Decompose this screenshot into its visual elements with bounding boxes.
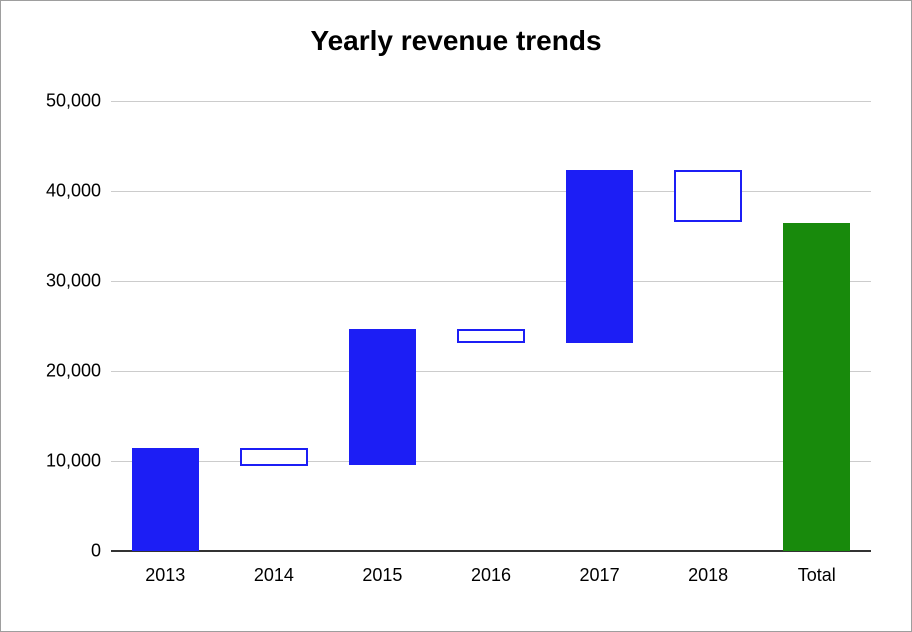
bar-2017	[566, 170, 633, 343]
gridline	[111, 461, 871, 462]
y-tick-label: 20,000	[46, 361, 101, 382]
gridline	[111, 101, 871, 102]
gridline	[111, 281, 871, 282]
y-tick-label: 10,000	[46, 451, 101, 472]
chart-frame: Yearly revenue trends 010,00020,00030,00…	[0, 0, 912, 632]
bar-2016	[457, 329, 524, 343]
bar-2013	[132, 448, 199, 552]
x-tick-label: 2018	[688, 565, 728, 586]
x-tick-label: 2015	[362, 565, 402, 586]
x-tick-label: 2016	[471, 565, 511, 586]
y-tick-label: 0	[91, 541, 101, 562]
bar-2018	[674, 170, 741, 222]
gridline	[111, 371, 871, 372]
gridline	[111, 191, 871, 192]
x-tick-label: 2013	[145, 565, 185, 586]
x-axis-baseline	[111, 550, 871, 552]
bar-2015	[349, 329, 416, 466]
y-tick-label: 50,000	[46, 91, 101, 112]
y-tick-label: 40,000	[46, 181, 101, 202]
chart-title: Yearly revenue trends	[1, 25, 911, 57]
x-tick-label: Total	[798, 565, 836, 586]
x-tick-label: 2014	[254, 565, 294, 586]
x-tick-label: 2017	[580, 565, 620, 586]
y-tick-label: 30,000	[46, 271, 101, 292]
bar-total	[783, 223, 850, 552]
bar-2014	[240, 448, 307, 466]
plot-area: 010,00020,00030,00040,00050,000201320142…	[111, 101, 871, 551]
